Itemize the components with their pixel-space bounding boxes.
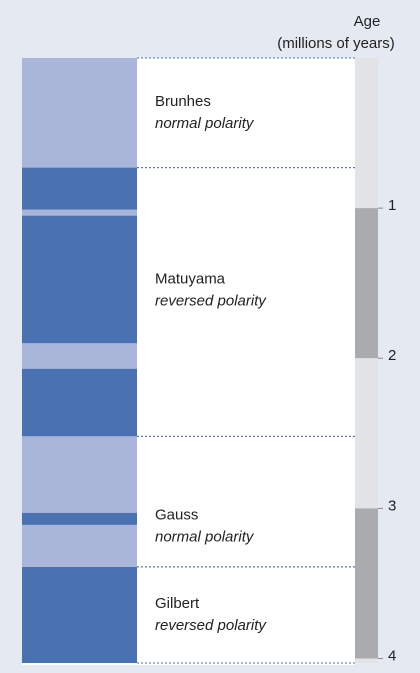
- age-band: [355, 208, 378, 359]
- tick-label: 3: [388, 497, 396, 514]
- epoch-name: Brunhes: [155, 93, 211, 110]
- normal-stripe: [22, 209, 137, 216]
- normal-stripe: [22, 524, 137, 567]
- epoch-polarity: normal polarity: [155, 529, 255, 546]
- normal-stripe: [22, 58, 137, 168]
- reversed-stripe: [22, 215, 137, 344]
- epoch-polarity: reversed polarity: [155, 293, 267, 310]
- epoch-polarity: normal polarity: [155, 115, 255, 132]
- reversed-stripe: [22, 566, 137, 663]
- epoch-name: Gauss: [155, 507, 198, 524]
- age-band: [355, 508, 378, 659]
- normal-stripe: [22, 343, 137, 369]
- axis-title: Age: [354, 13, 381, 30]
- epoch-name: Matuyama: [155, 271, 226, 288]
- reversed-stripe: [22, 368, 137, 437]
- tick-label: 1: [388, 197, 396, 214]
- reversed-stripe: [22, 512, 137, 525]
- tick-label: 2: [388, 347, 396, 364]
- age-band: [355, 358, 378, 509]
- axis-subtitle: (millions of years): [277, 35, 395, 52]
- epoch-name: Gilbert: [155, 595, 200, 612]
- epoch-polarity: reversed polarity: [155, 617, 267, 634]
- age-band: [355, 58, 378, 209]
- age-band: [355, 658, 378, 663]
- tick-label: 4: [388, 647, 396, 664]
- normal-stripe: [22, 436, 137, 513]
- reversed-stripe: [22, 167, 137, 210]
